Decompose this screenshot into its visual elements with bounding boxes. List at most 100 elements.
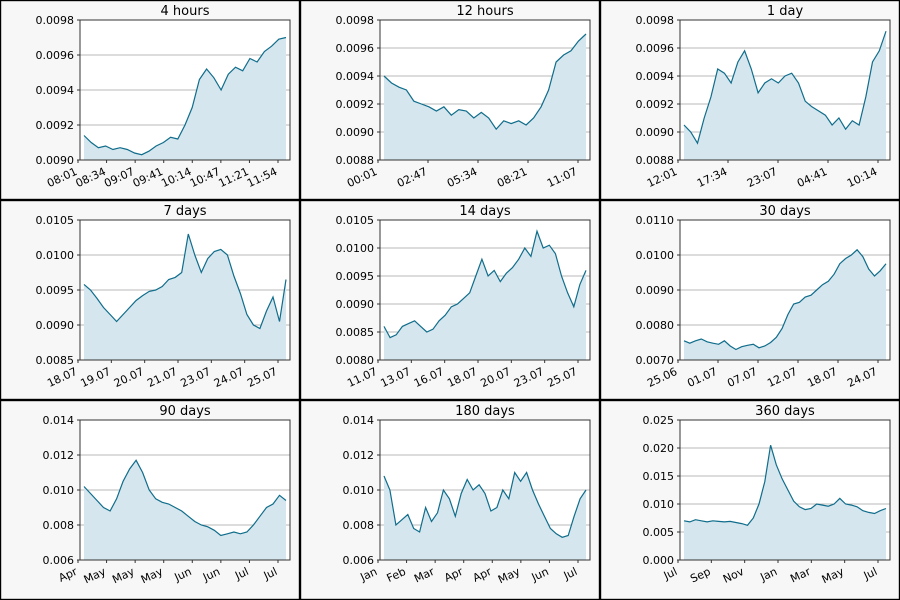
y-tick-label: 0.025 [643,414,675,427]
y-tick-label: 0.0090 [336,298,375,311]
plot-frame [679,19,891,161]
y-tick-label: 0.0080 [636,319,675,332]
panel-border [0,400,300,600]
y-tick-label: 0.0094 [36,84,75,97]
y-tick-label: 0.008 [343,519,375,532]
x-tick-label: Jul [661,565,679,583]
y-tick-label: 0.0088 [336,154,375,167]
x-tick-label: Jul [232,565,250,583]
panel-border [600,400,900,600]
chart-title: 90 days [159,404,211,419]
y-tick-label: 0.0098 [636,14,675,27]
y-tick-label: 0.0090 [36,154,75,167]
y-tick-label: 0.015 [643,470,675,483]
panel-border [600,0,900,201]
plot-frame [679,219,891,361]
plot-frame [379,419,591,561]
plot-frame [379,19,591,161]
panel-border [300,200,600,401]
x-tick-label: Jul [861,565,879,583]
y-tick-label: 0.0094 [336,70,375,83]
chart-panel: 0.00880.00900.00920.00940.00960.009800:0… [300,0,600,201]
chart-panel: 0.00800.00850.00900.00950.01000.010511.0… [300,200,600,401]
y-tick-label: 0.0088 [636,154,675,167]
panel-border [600,200,900,401]
series-line [383,471,587,538]
y-tick-label: 0.0098 [36,14,75,27]
y-tick-label: 0.0098 [336,14,375,27]
y-tick-label: 0.0095 [36,284,75,297]
chart-title: 12 hours [456,4,513,19]
series-area [84,37,286,160]
y-tick-label: 0.0095 [336,270,375,283]
chart-panel: 0.00900.00920.00940.00960.009808:0108:34… [0,0,300,201]
y-tick-label: 0.000 [643,554,675,567]
y-tick-label: 0.0090 [636,126,675,139]
series-line [383,229,587,339]
y-tick-label: 0.0096 [636,42,675,55]
chart-title: 30 days [759,204,811,219]
y-tick-label: 0.0090 [336,126,375,139]
plot-frame [79,219,291,361]
y-tick-label: 0.020 [643,442,675,455]
y-tick-label: 0.0105 [36,214,75,227]
series-line [683,31,887,145]
series-line [683,248,887,351]
series-area [684,31,886,161]
y-tick-label: 0.010 [343,484,375,497]
series-line [83,36,287,156]
y-tick-label: 0.0092 [36,119,75,132]
y-tick-label: 0.0096 [36,49,75,62]
chart-title: 14 days [459,204,511,219]
y-tick-label: 0.0100 [36,249,75,262]
y-tick-label: 0.0092 [336,98,375,111]
plot-frame [79,419,291,561]
chart-title: 4 hours [161,4,210,19]
chart-title: 180 days [455,404,515,419]
y-tick-label: 0.0090 [36,319,75,332]
series-area [84,460,286,560]
chart-panel: 0.00880.00900.00920.00940.00960.009812:0… [600,0,900,201]
y-tick-label: 0.014 [43,414,75,427]
panel-border [300,0,600,201]
y-tick-label: 0.0094 [636,70,675,83]
y-tick-label: 0.014 [343,414,375,427]
panel-border [0,200,300,401]
chart-title: 360 days [755,404,815,419]
series-area [384,34,586,160]
series-line [83,233,287,330]
y-tick-label: 0.0096 [336,42,375,55]
series-area [84,234,286,360]
y-tick-label: 0.0105 [336,214,375,227]
y-tick-label: 0.0100 [336,242,375,255]
series-line [683,445,887,526]
y-tick-label: 0.006 [43,554,75,567]
x-tick-label: Jul [561,565,579,583]
y-tick-label: 0.0110 [636,214,675,227]
y-tick-label: 0.008 [43,519,75,532]
y-tick-label: 0.0092 [636,98,675,111]
chart-title: 7 days [163,204,206,219]
y-tick-label: 0.010 [43,484,75,497]
series-line [383,33,587,131]
chart-title: 1 day [767,4,804,19]
y-tick-label: 0.005 [643,526,675,539]
y-tick-label: 0.012 [43,449,75,462]
plot-frame [79,19,291,161]
y-tick-label: 0.0100 [636,249,675,262]
series-area [684,445,886,560]
x-tick-label: Jul [261,565,279,583]
y-tick-label: 0.0090 [636,284,675,297]
y-tick-label: 0.0080 [336,354,375,367]
plot-frame [379,219,591,361]
y-tick-label: 0.0085 [36,354,75,367]
series-area [684,249,886,360]
series-area [384,472,586,560]
y-tick-label: 0.006 [343,554,375,567]
